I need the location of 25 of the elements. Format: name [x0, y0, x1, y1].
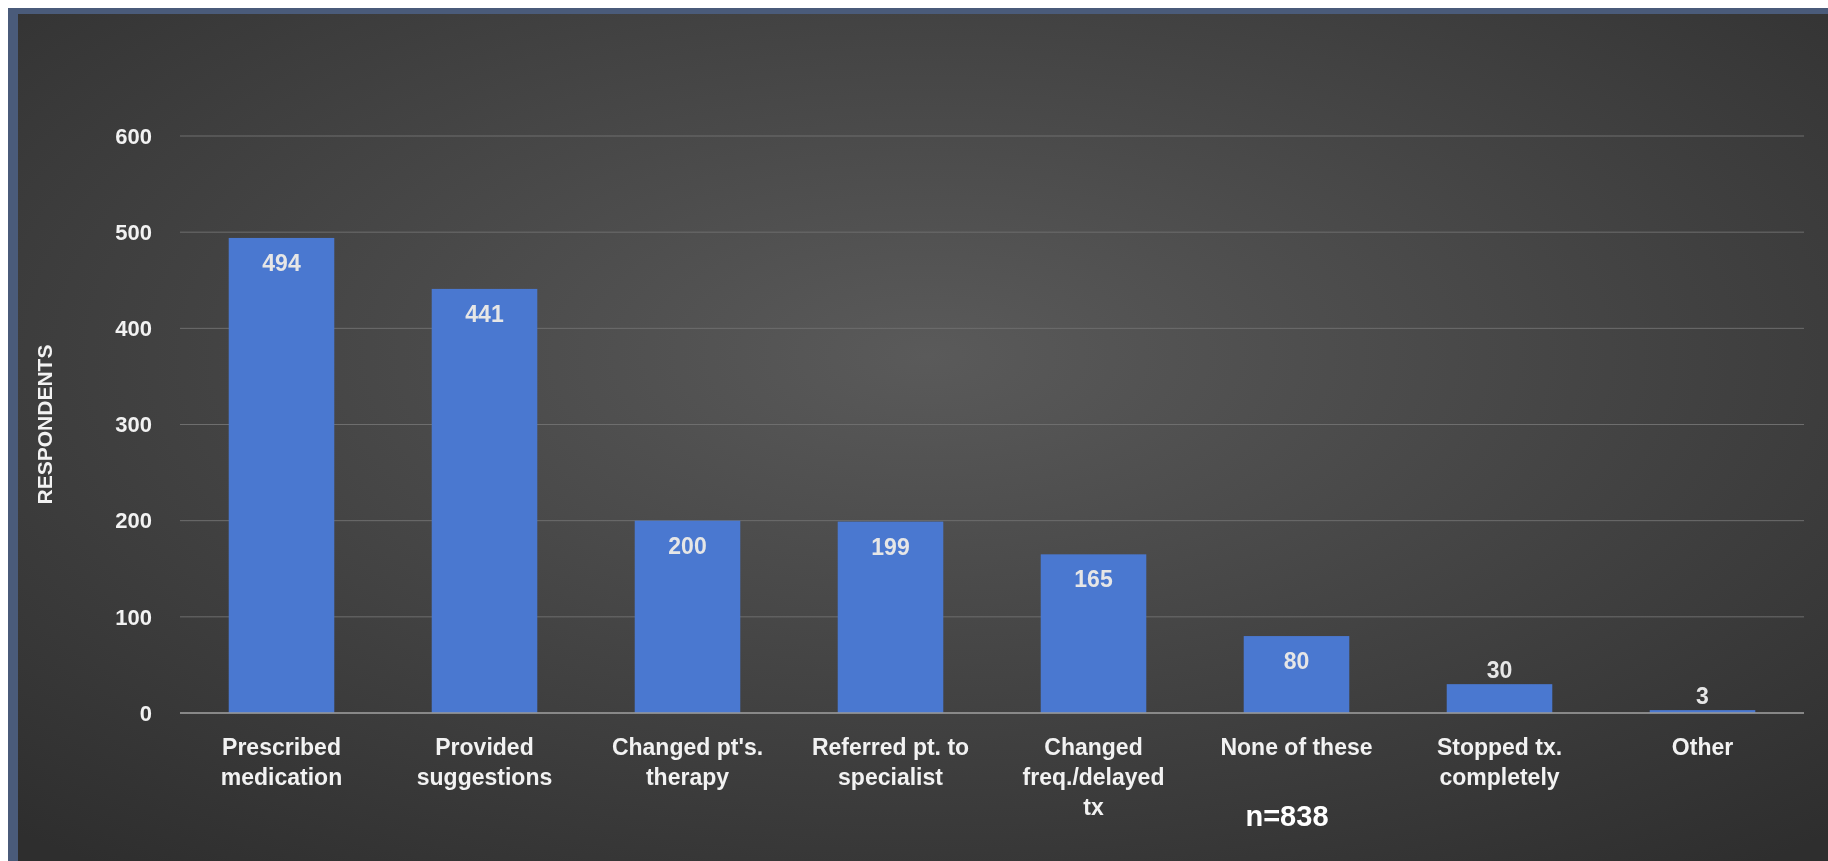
x-tick-label: Referred pt. to specialist: [811, 734, 970, 790]
y-tick-label: 600: [115, 123, 152, 149]
data-label: 30: [1486, 657, 1513, 684]
data-label: 441: [465, 300, 504, 327]
data-label: 494: [262, 249, 301, 276]
x-tick-label: Prescribed medication: [220, 734, 343, 790]
y-tick-label: 100: [115, 604, 152, 630]
x-tick-label: Changed freq./delayed tx: [1022, 734, 1165, 820]
y-tick-label: 500: [115, 219, 152, 245]
x-tick-label: Changed pt's. therapy: [611, 734, 764, 790]
x-tick-label: Provided suggestions: [416, 734, 553, 790]
data-label: 200: [668, 532, 707, 559]
y-tick-label: 200: [115, 508, 152, 534]
x-tick-label: Stopped tx. completely: [1436, 734, 1563, 790]
y-axis-title: RESPONDENTS: [33, 344, 56, 505]
x-tick-label: Other: [1671, 734, 1734, 760]
data-label: 3: [1696, 683, 1709, 710]
data-label: 199: [871, 533, 910, 560]
text: n=838: [1245, 800, 1329, 832]
y-tick-label: 400: [115, 316, 152, 342]
data-label: 80: [1283, 648, 1310, 675]
x-tick-label: None of these: [1220, 734, 1373, 760]
data-label: 165: [1074, 566, 1113, 593]
y-tick-label: 300: [115, 412, 152, 438]
y-tick-label: 0: [139, 700, 152, 726]
